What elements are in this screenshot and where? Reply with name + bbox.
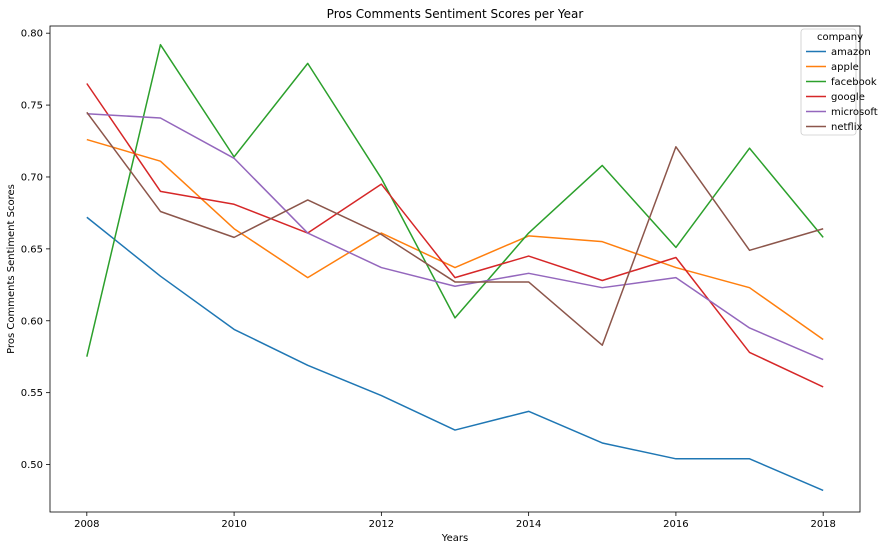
legend-box [800,28,857,136]
x-tick-label: 2016 [663,519,688,530]
x-axis-title: Years [441,533,468,544]
series-line-amazon [86,216,824,492]
plot-frame [49,25,861,513]
series-line-netflix [86,111,824,346]
legend-label-netflix: netflix [831,122,862,133]
legend-label-microsoft: microsoft [831,107,878,118]
x-tick-label: 2008 [74,519,99,530]
series-line-microsoft [86,112,824,361]
x-tick-label: 2014 [516,519,541,530]
x-tick-label: 2018 [810,519,835,530]
y-axis-title: Pros Comments Sentiment Scores [6,184,17,354]
y-tick-label: 0.50 [21,460,43,471]
legend-items: amazon apple facebook google microsoft netfli… [806,47,878,133]
legend-label-google: google [831,92,865,103]
legend: company amazon apple facebook google microso… [800,28,878,136]
y-tick-label: 0.55 [21,388,43,399]
series-line-google [86,83,824,388]
x-tick-label: 2010 [221,519,246,530]
y-tick-label: 0.75 [21,101,43,112]
legend-label-facebook: facebook [831,77,877,88]
x-tick-label: 2012 [369,519,394,530]
y-tick-label: 0.65 [21,244,43,255]
axis-ticks: 2008 2010 2012 2014 2016 2018 0.50 0.55 0.60 0.65… [21,29,836,530]
legend-title: company [817,32,863,43]
plot-area [86,43,824,492]
y-tick-label: 0.80 [21,29,43,40]
series-line-apple [86,138,824,341]
y-tick-label: 0.60 [21,316,43,327]
legend-label-amazon: amazon [831,47,871,58]
chart-title: Pros Comments Sentiment Scores per Year [327,7,584,21]
y-tick-label: 0.70 [21,172,43,183]
legend-label-apple: apple [831,62,859,73]
series-line-facebook [86,43,824,357]
